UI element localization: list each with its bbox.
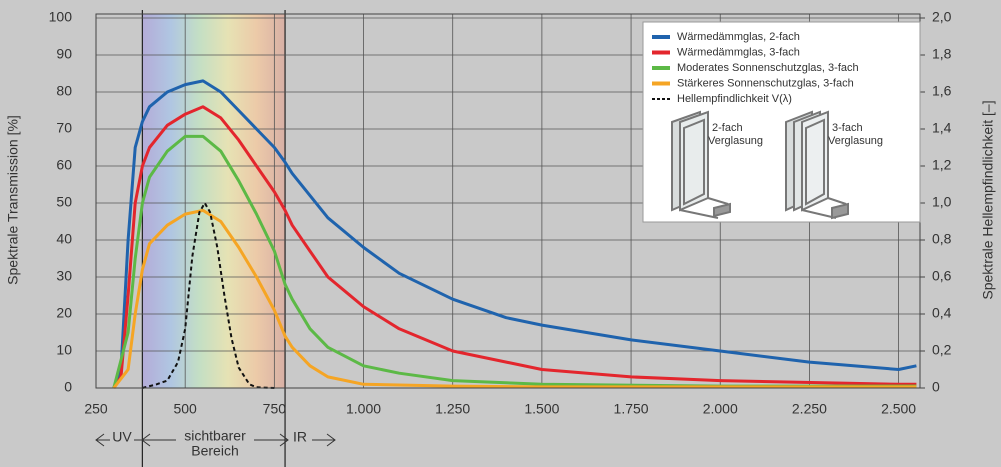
x-tick-label: 2.000 — [703, 401, 738, 417]
y-tick-label: 100 — [49, 9, 73, 25]
y-tick-label: 20 — [56, 305, 72, 321]
legend-label: Wärmedämmglas, 2-fach — [677, 31, 800, 43]
y-tick-label: 70 — [56, 120, 72, 136]
y-tick-label: 40 — [56, 231, 72, 247]
y2-tick-label: 0 — [932, 379, 940, 395]
x-tick-label: 250 — [84, 401, 108, 417]
legend-label: Hellempfindlichkeit V(λ) — [677, 93, 792, 105]
x-tick-label: 2.500 — [881, 401, 916, 417]
y-tick-label: 10 — [56, 342, 72, 358]
y2-tick-label: 2,0 — [932, 9, 952, 25]
y2-tick-label: 1,0 — [932, 194, 952, 210]
x-tick-label: 1.250 — [435, 401, 470, 417]
x-tick-label: 1.750 — [614, 401, 649, 417]
y-tick-label: 60 — [56, 157, 72, 173]
y2-tick-label: 1,8 — [932, 46, 952, 62]
annotation: sichtbarer — [184, 428, 246, 444]
y2-tick-label: 1,2 — [932, 157, 952, 173]
legend: 2-fach Verglasung 3-fach Verglasung Wärm… — [643, 22, 920, 222]
annotation: IR — [293, 429, 307, 445]
annotation: UV — [112, 429, 132, 445]
x-tick-label: 750 — [263, 401, 287, 417]
legend-label: Moderates Sonnenschutzglas, 3-fach — [677, 62, 859, 74]
glass-label: Verglasung — [708, 135, 763, 147]
glass-label: 3-fach — [832, 122, 863, 134]
y-tick-label: 80 — [56, 83, 72, 99]
y2-tick-label: 1,6 — [932, 83, 952, 99]
y-tick-label: 0 — [64, 379, 72, 395]
y2-tick-label: 0,4 — [932, 305, 952, 321]
page: Spektrale Transmission [%] Spektrale Hel… — [0, 0, 1001, 467]
x-tick-label: 1.500 — [524, 401, 559, 417]
y2-tick-label: 0,8 — [932, 231, 952, 247]
annotation: Bereich — [191, 443, 238, 459]
glass-label: 2-fach — [712, 122, 743, 134]
y2-axis-title: Spektrale Hellempfindlichkeit [–] — [980, 100, 996, 299]
x-tick-label: 1.000 — [346, 401, 381, 417]
y-tick-label: 50 — [56, 194, 72, 210]
visible-band — [142, 14, 285, 388]
y2-tick-label: 0,2 — [932, 342, 952, 358]
x-tick-label: 2.250 — [792, 401, 827, 417]
y-tick-label: 30 — [56, 268, 72, 284]
x-tick-label: 500 — [173, 401, 197, 417]
y2-tick-label: 0,6 — [932, 268, 952, 284]
y-tick-label: 90 — [56, 46, 72, 62]
legend-label: Stärkeres Sonnenschutzglas, 3-fach — [677, 77, 854, 89]
chart: Spektrale Transmission [%] Spektrale Hel… — [0, 0, 1001, 467]
glass-label: Verglasung — [828, 135, 883, 147]
y-axis-title: Spektrale Transmission [%] — [5, 115, 21, 285]
legend-label: Wärmedämmglas, 3-fach — [677, 46, 800, 58]
y2-tick-label: 1,4 — [932, 120, 952, 136]
